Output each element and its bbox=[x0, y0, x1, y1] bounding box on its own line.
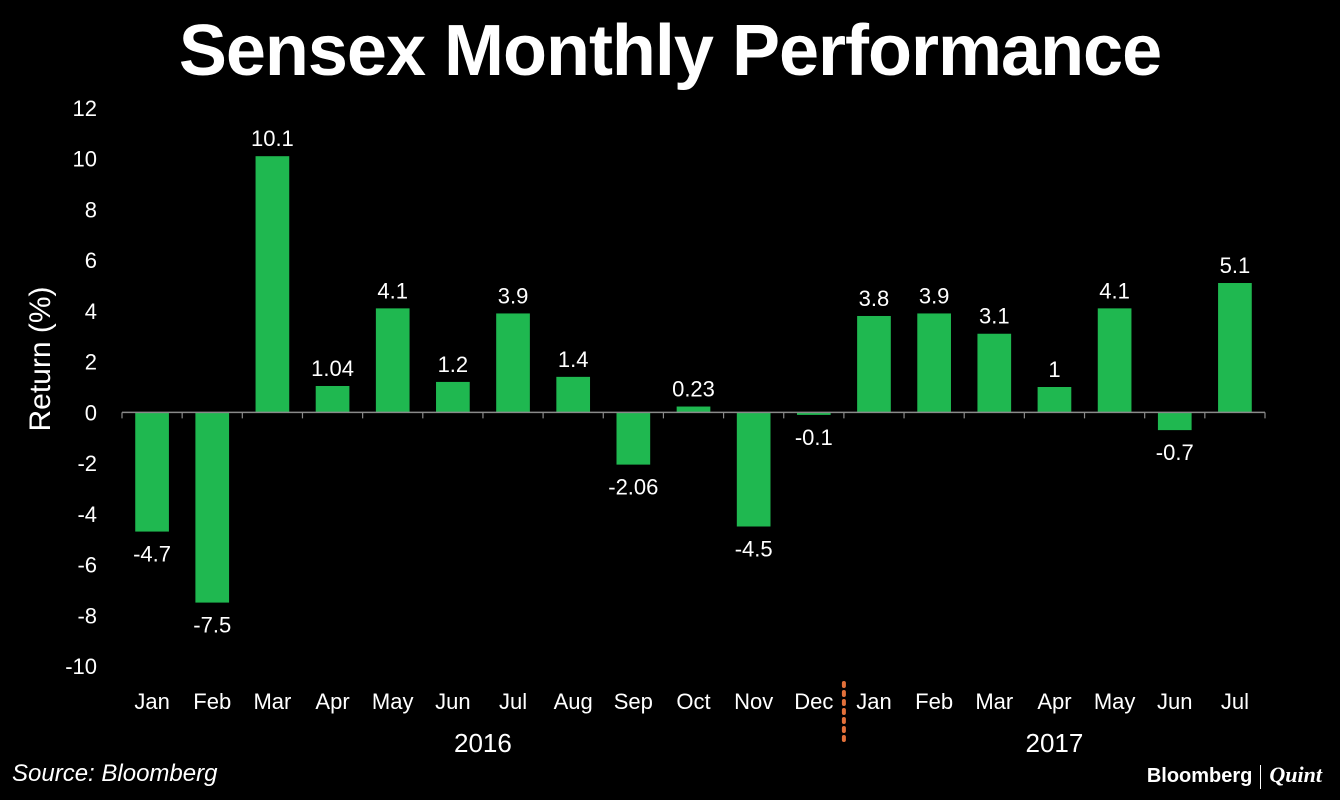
brand-logo: Bloomberg Quint bbox=[1147, 762, 1322, 789]
source-note: Source: Bloomberg bbox=[12, 760, 218, 787]
x-tick-label: Aug bbox=[554, 689, 593, 714]
y-tick-label: 8 bbox=[85, 197, 97, 222]
brand-quint: Quint bbox=[1269, 762, 1322, 787]
x-tick-label: Jan bbox=[856, 689, 891, 714]
y-axis-label: Return (%) bbox=[24, 286, 57, 431]
y-tick-label: -4 bbox=[77, 502, 97, 527]
x-tick-label: Jul bbox=[499, 689, 527, 714]
bar bbox=[436, 381, 470, 413]
y-tick-label: 6 bbox=[85, 248, 97, 273]
y-tick-label: 10 bbox=[73, 147, 97, 172]
bar bbox=[255, 156, 290, 413]
x-tick-label: Jul bbox=[1221, 689, 1249, 714]
year-label: 2017 bbox=[1026, 728, 1084, 758]
x-tick-label: Jan bbox=[134, 689, 169, 714]
data-label: 1.2 bbox=[438, 352, 469, 377]
y-tick-label: 0 bbox=[85, 400, 97, 425]
bar bbox=[616, 412, 651, 465]
y-tick-label: -8 bbox=[77, 603, 97, 628]
data-label: -0.7 bbox=[1156, 440, 1194, 465]
bar bbox=[857, 315, 891, 413]
x-tick-label: Sep bbox=[614, 689, 653, 714]
x-tick-label: Feb bbox=[193, 689, 231, 714]
bar bbox=[135, 412, 169, 532]
y-tick-label: -2 bbox=[77, 451, 97, 476]
y-tick-label: 2 bbox=[85, 350, 97, 375]
x-tick-label: Oct bbox=[676, 689, 710, 714]
bar bbox=[1097, 308, 1132, 413]
bar bbox=[496, 313, 530, 413]
data-label: 0.23 bbox=[672, 377, 715, 402]
bar bbox=[556, 376, 591, 413]
x-tick-label: Mar bbox=[975, 689, 1013, 714]
data-label: -7.5 bbox=[193, 613, 231, 638]
bar bbox=[1157, 412, 1192, 431]
x-tick-label: May bbox=[1094, 689, 1136, 714]
data-label: 1 bbox=[1048, 357, 1060, 382]
data-label: -0.1 bbox=[795, 425, 833, 450]
x-tick-label: Dec bbox=[794, 689, 833, 714]
bar bbox=[796, 412, 831, 415]
data-label: -4.7 bbox=[133, 542, 171, 567]
bar bbox=[676, 406, 711, 413]
bar bbox=[977, 333, 1012, 413]
data-label: 10.1 bbox=[251, 126, 294, 151]
x-tick-label: Nov bbox=[734, 689, 773, 714]
data-label: -4.5 bbox=[735, 537, 773, 562]
brand-bloomberg: Bloomberg bbox=[1146, 765, 1253, 787]
bar bbox=[315, 385, 350, 413]
x-tick-label: Apr bbox=[1037, 689, 1071, 714]
data-label: 3.1 bbox=[979, 304, 1010, 329]
data-label: 3.8 bbox=[859, 286, 890, 311]
data-label: 1.04 bbox=[311, 356, 354, 381]
data-label: -2.06 bbox=[608, 475, 658, 500]
data-label: 4.1 bbox=[1099, 278, 1130, 303]
bar bbox=[736, 412, 771, 527]
bar bbox=[375, 308, 410, 413]
y-tick-label: 12 bbox=[73, 96, 97, 121]
data-label: 1.4 bbox=[558, 347, 589, 372]
chart-title: Sensex Monthly Performance bbox=[178, 11, 1162, 91]
y-tick-label: 4 bbox=[85, 299, 97, 324]
x-tick-label: Mar bbox=[253, 689, 291, 714]
x-tick-label: Jun bbox=[1157, 689, 1192, 714]
data-label: 5.1 bbox=[1220, 253, 1251, 278]
bar bbox=[1218, 283, 1252, 413]
year-label: 2016 bbox=[454, 728, 512, 758]
brand-divider bbox=[1260, 764, 1262, 789]
x-tick-label: May bbox=[372, 689, 414, 714]
data-label: 3.9 bbox=[498, 283, 529, 308]
data-label: 3.9 bbox=[919, 283, 950, 308]
x-tick-label: Jun bbox=[435, 689, 470, 714]
bar bbox=[917, 313, 951, 413]
y-tick-label: -6 bbox=[77, 553, 97, 578]
data-label: 4.1 bbox=[377, 278, 408, 303]
x-tick-label: Apr bbox=[315, 689, 349, 714]
y-tick-label: -10 bbox=[65, 654, 97, 679]
x-tick-label: Feb bbox=[915, 689, 953, 714]
bar bbox=[195, 412, 230, 603]
bar bbox=[1037, 387, 1072, 413]
